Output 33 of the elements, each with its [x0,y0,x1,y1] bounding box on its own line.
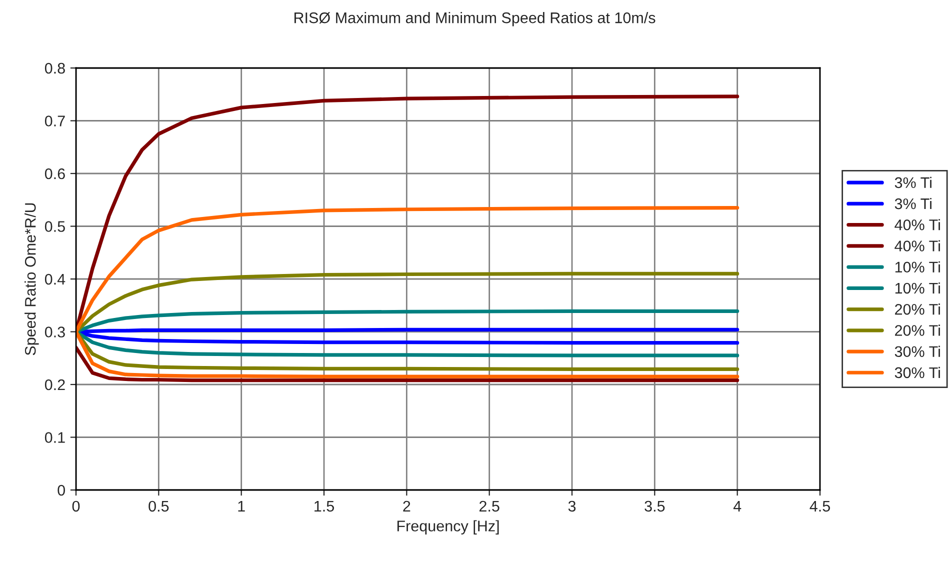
x-tick-label: 0.5 [148,500,169,512]
chart-title: RISØ Maximum and Minimum Speed Ratios at 10m/s [294,12,656,26]
legend-label: 30% Ti [894,366,940,378]
legend-label: 40% Ti [894,219,940,230]
legend-label: 20% Ti [895,304,940,315]
x-tick-label: 3.5 [644,500,665,512]
legend-label: 3% Ti [894,198,932,210]
x-tick-label: 4 [733,500,742,512]
y-tick-label: 0.1 [44,432,65,443]
y-tick-label: 0.7 [44,116,65,126]
line-series [76,346,740,382]
x-tick-label: 3 [568,500,576,512]
y-tick-label: 0.5 [44,221,65,232]
y-axis-title: Speed Ratio Ome*R/U [24,203,39,356]
x-tick-label: 2.5 [479,500,500,512]
x-tick-label: 1.5 [314,500,334,512]
legend-label: 20% Ti [895,324,940,336]
y-tick-label: 0.3 [44,326,65,338]
x-axis-title: Frequency [Hz] [397,520,499,534]
y-tick-label: 0 [58,484,65,496]
y-tick-label: 0.2 [44,379,65,390]
y-tick-label: 0.6 [44,168,65,180]
legend-label: 30% Ti [894,346,940,358]
legend-label: 10% Ti [895,261,940,273]
x-tick-label: 1 [238,500,245,512]
y-tick-label: 0.4 [44,274,66,285]
legend-label: 10% Ti [895,282,940,294]
x-tick-label: 0 [72,500,80,512]
x-tick-label: 4.5 [810,500,830,512]
y-tick-label: 0.8 [44,62,65,74]
x-tick-label: 2 [403,500,410,512]
legend-label: 40% Ti [894,240,940,252]
legend-label: 3% Ti [894,176,932,188]
